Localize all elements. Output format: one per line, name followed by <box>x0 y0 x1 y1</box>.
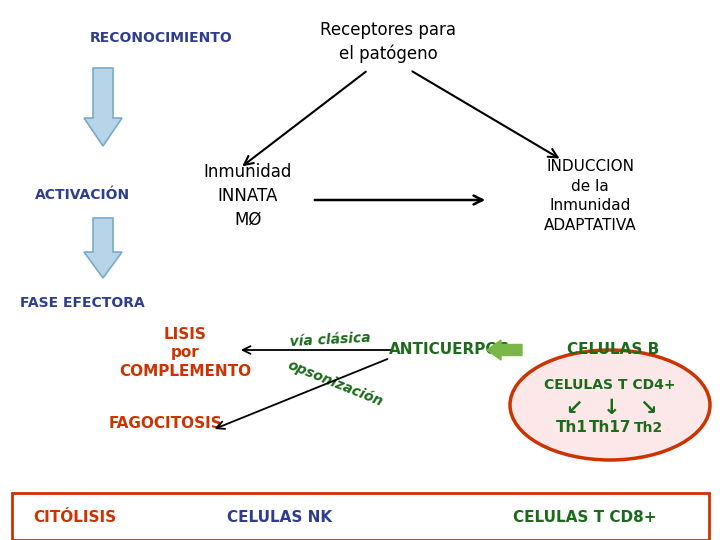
FancyBboxPatch shape <box>12 493 709 540</box>
Text: Th1: Th1 <box>556 421 588 435</box>
Text: ↓: ↓ <box>603 398 621 418</box>
Text: Th17: Th17 <box>589 421 631 435</box>
Ellipse shape <box>510 350 710 460</box>
Text: CELULAS B: CELULAS B <box>567 342 659 357</box>
FancyArrow shape <box>84 68 122 146</box>
Text: RECONOCIMIENTO: RECONOCIMIENTO <box>90 31 233 45</box>
Text: Receptores para
el patógeno: Receptores para el patógeno <box>320 21 456 63</box>
Text: FASE EFECTORA: FASE EFECTORA <box>20 296 145 310</box>
Text: Inmunidad
INNATA
MØ: Inmunidad INNATA MØ <box>204 164 292 228</box>
Text: CELULAS T CD4+: CELULAS T CD4+ <box>544 378 676 392</box>
Text: opsonización: opsonización <box>285 357 384 409</box>
FancyArrow shape <box>84 218 122 278</box>
Text: CITÓLISIS: CITÓLISIS <box>33 510 117 524</box>
Text: CELULAS NK: CELULAS NK <box>228 510 333 524</box>
Text: INDUCCION
de la
Inmunidad
ADAPTATIVA: INDUCCION de la Inmunidad ADAPTATIVA <box>544 159 636 233</box>
Text: ↘: ↘ <box>639 398 657 418</box>
Text: LISIS
por
COMPLEMENTO: LISIS por COMPLEMENTO <box>119 327 251 379</box>
Text: ANTICUERPOS: ANTICUERPOS <box>390 342 510 357</box>
Text: FAGOCITOSIS: FAGOCITOSIS <box>108 415 222 430</box>
Text: ACTIVACIÓN: ACTIVACIÓN <box>35 188 130 202</box>
Text: vía clásica: vía clásica <box>289 331 371 349</box>
Text: Th2: Th2 <box>634 421 662 435</box>
Text: ↙: ↙ <box>565 398 582 418</box>
FancyArrow shape <box>487 340 522 360</box>
Text: CELULAS T CD8+: CELULAS T CD8+ <box>513 510 657 524</box>
